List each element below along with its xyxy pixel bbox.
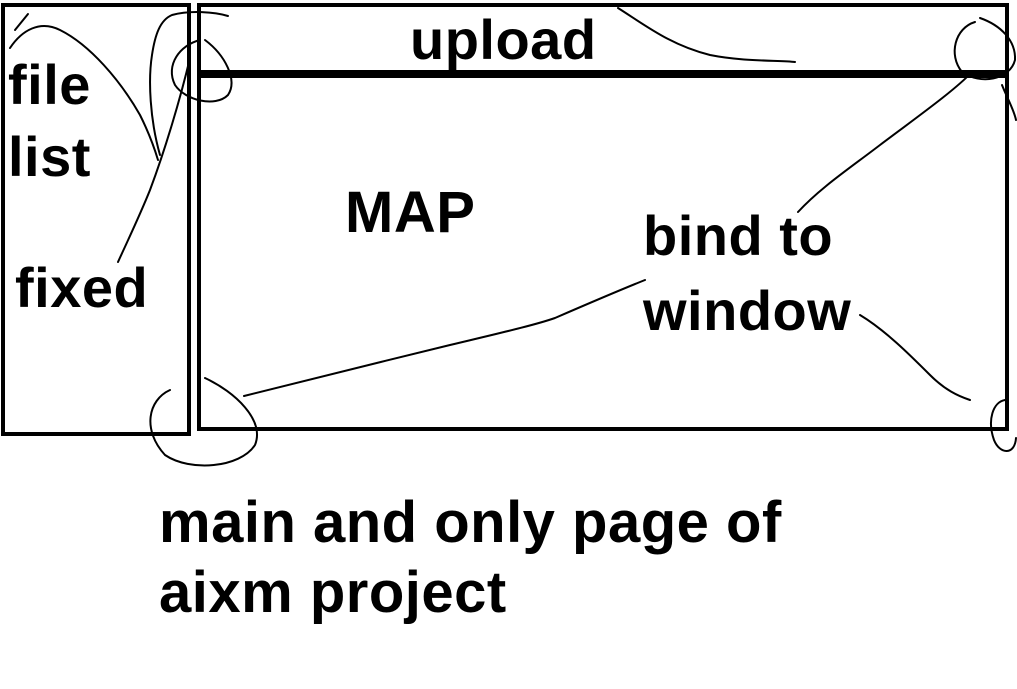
corner-loop-bottom-left [149, 377, 258, 467]
sidebar-scribble-4 [117, 57, 191, 263]
map-area-box [197, 74, 1009, 431]
map-note-line1: bind to [643, 204, 834, 267]
sidebar-panel-box [1, 3, 191, 436]
caption-line2: aixm project [159, 560, 507, 625]
map-scribble-right-edge [1001, 84, 1017, 121]
map-scribble-to-corner [859, 314, 971, 401]
sidebar-label-line1: file [8, 53, 91, 116]
sidebar-scribble-2 [14, 13, 29, 31]
corner-loop-top-left [170, 39, 233, 103]
upload-bar-box [197, 3, 1009, 74]
sidebar-label-line2: list [8, 125, 91, 188]
map-label: MAP [345, 180, 476, 245]
caption-line1: main and only page of [159, 490, 782, 555]
corner-loop-top-right [953, 17, 1017, 81]
upload-label: upload [410, 8, 597, 71]
map-scribble-long [243, 279, 646, 397]
corner-loop-bottom-right [990, 399, 1017, 452]
map-scribble-diagonal [797, 71, 973, 213]
sidebar-scribble-3 [149, 11, 229, 156]
sidebar-scribble-1 [9, 25, 159, 161]
map-note-line2: window [643, 279, 852, 342]
upload-scribble [617, 7, 796, 63]
sidebar-note: fixed [15, 256, 149, 319]
